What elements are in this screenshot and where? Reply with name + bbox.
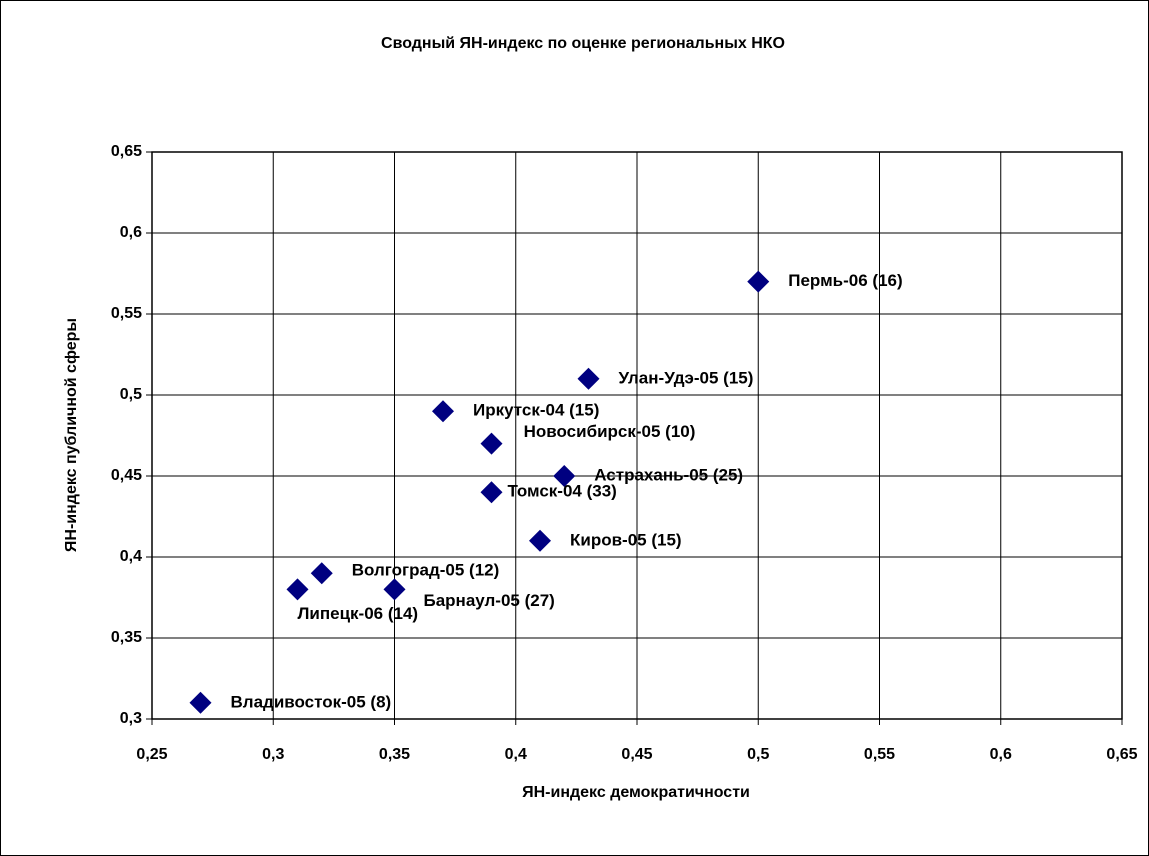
x-tick-label: 0,5 [747,746,769,763]
marker [189,691,212,714]
point-label: Липецк-06 (14) [298,604,419,623]
point-label: Волгоград-05 (12) [352,561,500,580]
plot-area [151,151,1123,720]
x-tick-label: 0,25 [136,746,167,763]
marker [747,270,770,293]
point-label: Владивосток-05 (8) [231,692,392,711]
y-tick-label: 0,5 [120,386,142,403]
point-label: Новосибирск-05 (10) [523,421,696,441]
y-tick-label: 0,45 [111,467,142,484]
point-label: Киров-05 (15) [570,530,682,549]
x-tick-label: 0,4 [505,746,527,763]
point-label: Пермь-06 (16) [788,271,902,290]
x-tick-label: 0,45 [621,746,652,763]
point-label: Улан-Удэ-05 (15) [619,368,754,387]
point-label: Томск-04 (33) [508,482,617,501]
y-tick-label: 0,4 [120,548,142,565]
marker [529,529,551,552]
y-tick-label: 0,3 [120,710,142,727]
y-tick-label: 0,6 [120,224,142,241]
x-tick-label: 0,65 [1106,746,1137,763]
point-label: Иркутск-04 (15) [473,401,599,420]
x-tick-label: 0,6 [990,746,1012,763]
point-label: Барнаул-05 (27) [424,591,555,610]
x-axis-label: ЯН-индекс демократичности [522,784,750,801]
marker [577,367,600,390]
point-label: Астрахань-05 (25) [594,465,743,484]
y-tick-label: 0,55 [111,305,142,322]
y-tick-label: 0,35 [111,629,142,646]
marker [286,578,309,601]
y-tick-label: 0,65 [111,143,142,160]
chart-title: Сводный ЯН-индекс по оценке региональных… [381,35,785,52]
point-label-box: Новосибирск-05 (10) [523,421,696,441]
marker [553,465,576,487]
x-tick-label: 0,35 [379,746,410,763]
marker [480,481,503,504]
x-tick-label: 0,3 [262,746,284,763]
marker [432,400,454,423]
marker [383,578,406,601]
marker [480,432,503,455]
x-tick-label: 0,55 [864,746,895,763]
y-axis-label: ЯН-индекс публичной сферы [63,318,80,552]
marker [310,562,333,585]
